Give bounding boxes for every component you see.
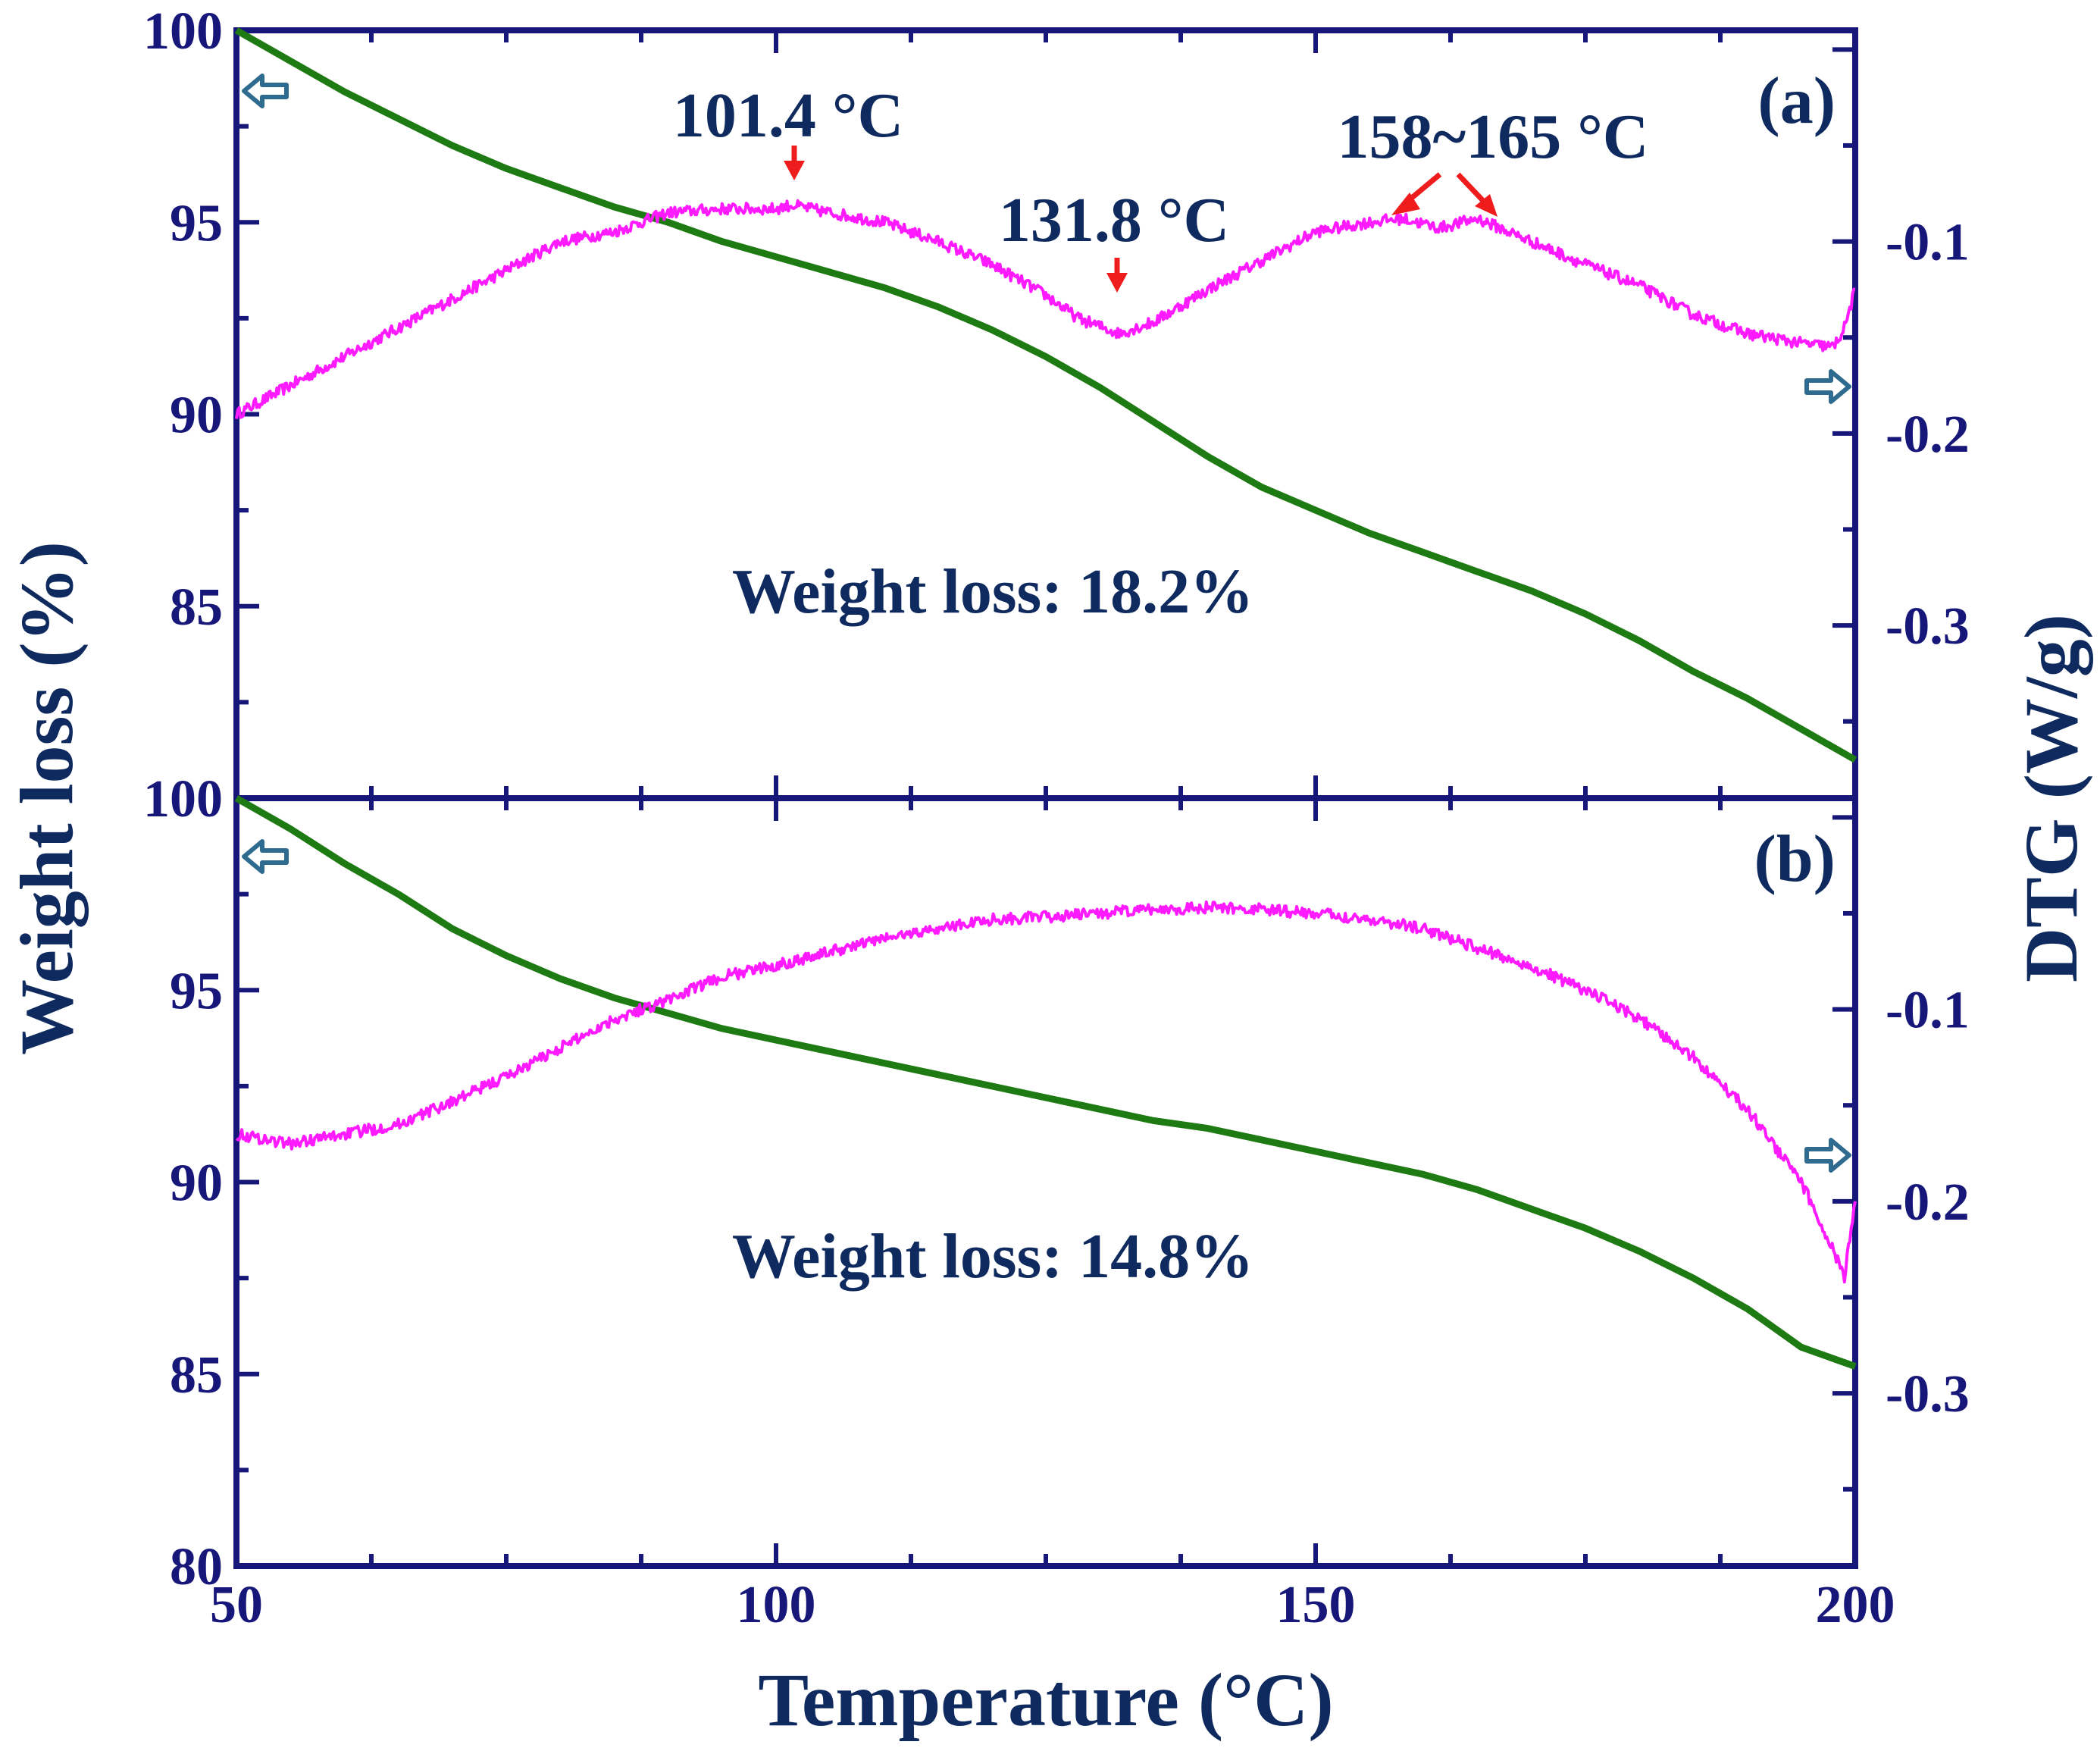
left-tick-label-a: 85 (170, 578, 223, 637)
right-tick-label-b: -0.2 (1886, 1173, 1970, 1232)
peak-arrow-165 (1456, 172, 1498, 217)
left-tick-label-a: 100 (143, 2, 223, 61)
x-tick-label: 100 (737, 1576, 816, 1634)
x-tick-label: 150 (1276, 1576, 1356, 1634)
right-tick-label-b: -0.3 (1886, 1365, 1970, 1424)
left-tick-label-b: 90 (170, 1154, 223, 1213)
weight-loss-annotation-b: Weight loss: 14.8% (732, 1221, 1253, 1292)
right-tick-label-b: -0.1 (1886, 982, 1970, 1040)
peak-arrow-158 (1391, 172, 1442, 215)
peak-arrow-101 (784, 146, 805, 180)
right-axis-indicator-arrow-a (1804, 369, 1851, 404)
peak-label-158-165: 158~165 °C (1338, 102, 1649, 172)
left-axis-indicator-arrow-b (242, 839, 289, 874)
weight-loss-annotation-a: Weight loss: 18.2% (732, 556, 1253, 627)
right-tick-label-a: -0.3 (1886, 597, 1970, 656)
x-tick-label: 50 (210, 1576, 263, 1634)
left-tick-label-b: 100 (143, 770, 223, 829)
y-axis-title-right: DTG (W/g) (2009, 614, 2093, 982)
peak-label-101: 101.4 °C (673, 80, 903, 151)
dtg-line-b (235, 900, 1857, 1284)
left-tick-label-b: 80 (170, 1538, 223, 1596)
weight-loss-line-b (234, 795, 1857, 1370)
dtg-line-a (235, 199, 1856, 419)
left-tick-label-a: 95 (170, 194, 223, 252)
left-tick-label-b: 95 (170, 962, 223, 1020)
right-tick-label-a: -0.1 (1886, 214, 1970, 272)
y-axis-title-left: Weight loss (%) (5, 541, 89, 1055)
peak-arrow-131 (1106, 258, 1128, 293)
left-tick-label-a: 90 (170, 387, 223, 445)
axis-tick-labels: 100 95 90 85 -0.1 -0.2 -0.3 100 95 90 85 80 -0.1 -0.2… (143, 2, 1970, 1634)
axis-ticks (234, 28, 1857, 1568)
weight-loss-line-a (234, 27, 1857, 763)
right-axis-indicator-arrow-b (1804, 1138, 1851, 1173)
left-tick-label-b: 85 (170, 1346, 223, 1405)
left-axis-indicator-arrow-a (242, 74, 289, 108)
right-tick-label-a: -0.2 (1886, 406, 1970, 464)
panel-label-b: (b) (1754, 822, 1836, 896)
panel-label-a: (a) (1757, 64, 1836, 138)
x-tick-label: 200 (1816, 1576, 1895, 1634)
peak-label-131: 131.8 °C (999, 185, 1229, 255)
x-axis-title: Temperature (°C) (758, 1658, 1333, 1742)
